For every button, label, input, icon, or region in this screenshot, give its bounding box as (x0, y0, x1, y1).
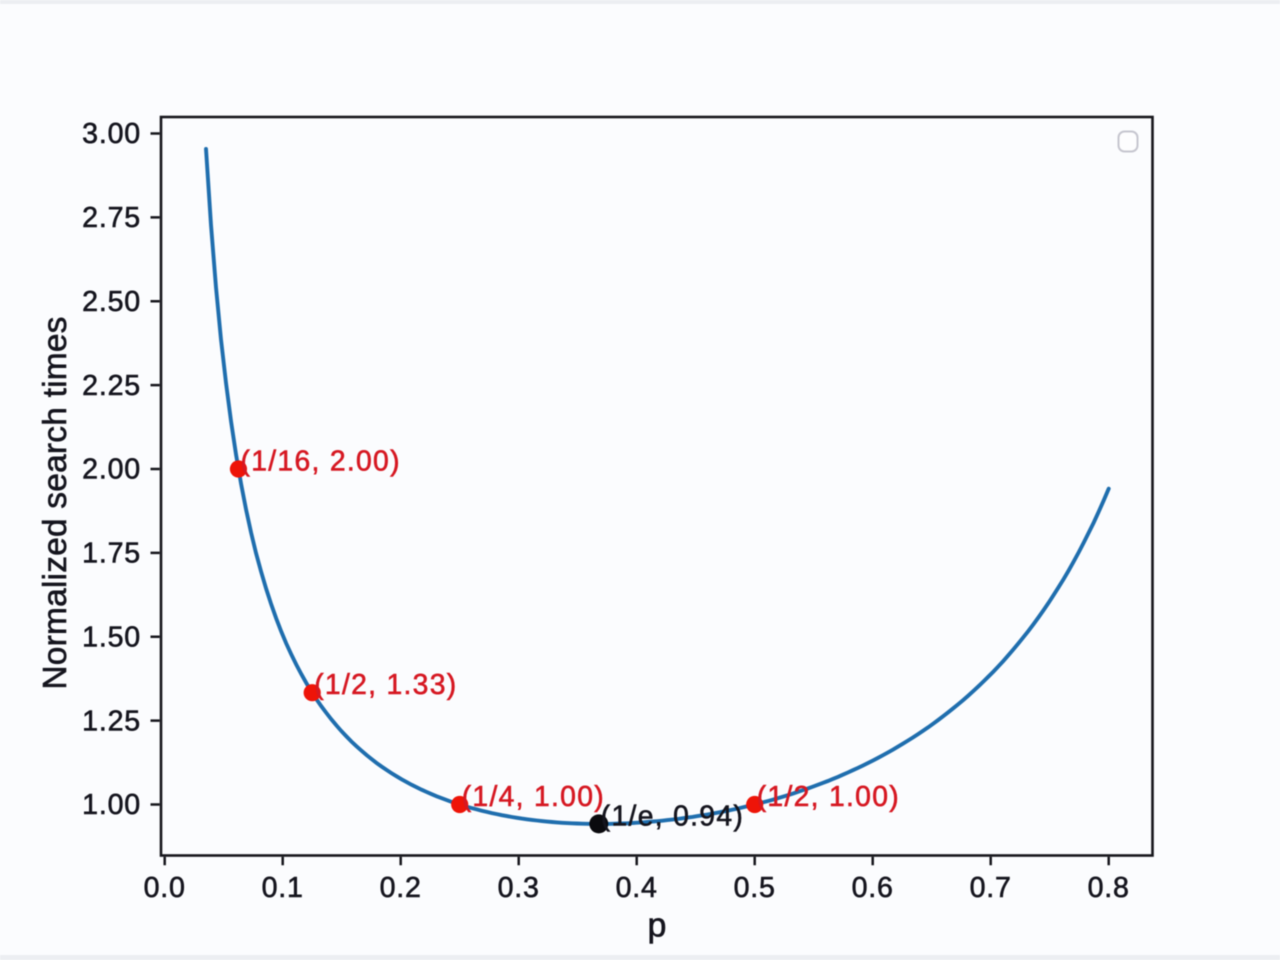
svg-text:3.00: 3.00 (82, 118, 141, 150)
svg-text:0.5: 0.5 (734, 872, 776, 904)
svg-text:0.4: 0.4 (616, 872, 658, 904)
svg-text:0.1: 0.1 (262, 872, 304, 904)
svg-text:2.50: 2.50 (82, 286, 141, 318)
svg-text:1.00: 1.00 (82, 789, 141, 821)
svg-text:(1/16, 2.00): (1/16, 2.00) (241, 445, 401, 477)
svg-text:2.00: 2.00 (82, 454, 141, 486)
svg-text:p: p (648, 907, 667, 945)
svg-text:Normalized search times: Normalized search times (37, 316, 74, 689)
svg-text:(1/2, 1.00): (1/2, 1.00) (757, 780, 900, 812)
svg-text:0.6: 0.6 (852, 872, 894, 904)
svg-text:(1/2, 1.33): (1/2, 1.33) (314, 668, 457, 700)
svg-text:0.3: 0.3 (498, 872, 540, 904)
svg-text:1.75: 1.75 (82, 538, 141, 570)
svg-text:(1/e, 0.94): (1/e, 0.94) (601, 799, 744, 831)
svg-text:2.25: 2.25 (82, 370, 141, 402)
svg-text:0.8: 0.8 (1088, 872, 1130, 904)
svg-text:0.7: 0.7 (970, 872, 1012, 904)
svg-text:1.25: 1.25 (82, 705, 141, 737)
svg-text:2.75: 2.75 (82, 202, 141, 234)
svg-text:(1/4, 1.00): (1/4, 1.00) (462, 780, 605, 812)
svg-text:0.2: 0.2 (380, 872, 422, 904)
svg-text:1.50: 1.50 (82, 622, 141, 654)
svg-text:0.0: 0.0 (144, 872, 186, 904)
